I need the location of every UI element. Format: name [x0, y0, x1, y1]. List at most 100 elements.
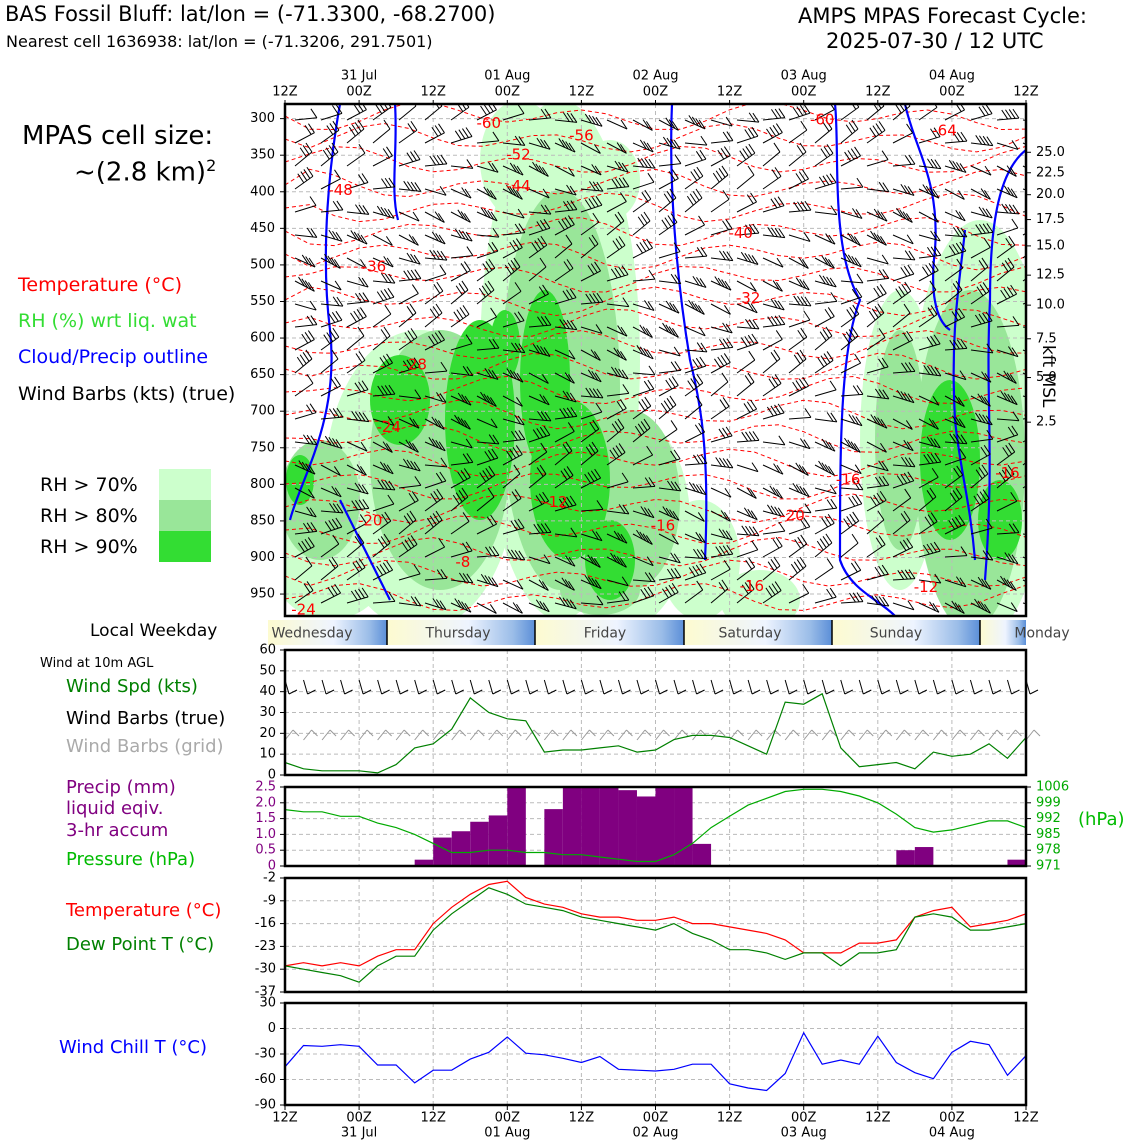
wind-barb-shaft: [346, 257, 367, 269]
wind-barb-shaft: [762, 205, 785, 213]
wind-barb-flag: [959, 241, 967, 252]
wind-barb-flag: [539, 426, 547, 437]
wind-barb-flag: [461, 280, 469, 291]
wind-barb-flag: [460, 469, 468, 480]
wind-barb-flag: [429, 515, 437, 526]
cell-size-value: ~(2.8 km)2: [74, 156, 216, 188]
wind-barb-flag: [514, 135, 522, 146]
wind-barb-flag: [457, 416, 465, 427]
wind-barb-shaft: [372, 503, 395, 512]
wind-barb-flag: [671, 169, 679, 179]
wind-barb-flag: [541, 374, 549, 384]
wind-barb-flag: [826, 144, 834, 154]
precip-bar: [470, 821, 489, 866]
wind-chill-tick-label: -90: [255, 1098, 276, 1113]
wind-barb-shaft: [554, 430, 575, 443]
wind-barb-flag: [517, 208, 525, 219]
wind-barb-shaft: [580, 579, 602, 590]
wind-speed-label: Wind Spd (kts): [66, 676, 198, 697]
wind-barb-flag: [1009, 374, 1017, 384]
wind-barb-flag: [619, 192, 627, 202]
wind-barb-flag: [462, 453, 470, 464]
wind-barb-flag: [700, 549, 708, 559]
wind-barb-flag: [979, 491, 987, 501]
wind-barb-shaft: [970, 453, 991, 466]
wind-barb-shaft: [866, 337, 886, 351]
wind-barb-flag: [590, 556, 598, 566]
wind-barb-10m-grid: [469, 729, 479, 741]
station-title: BAS Fossil Bluff: lat/lon = (-71.3300, -…: [5, 2, 496, 26]
wind-barb-flag: [770, 198, 778, 209]
wind-barb-flag: [335, 517, 343, 528]
wind-barb-flag: [907, 264, 915, 275]
wind-barb-flag: [1010, 188, 1018, 199]
wind-barb-shaft: [476, 140, 499, 144]
wind-barb-shaft: [528, 266, 547, 282]
wind-barb-flag: [929, 280, 937, 291]
wind-barb-flag: [855, 287, 863, 298]
wind-barb-flag: [803, 439, 811, 449]
wind-barb-flag: [770, 227, 778, 238]
pressure-line: [284, 788, 1027, 863]
wind-barb-shaft: [294, 324, 317, 328]
wind-barb-shaft: [918, 254, 941, 259]
wind-barb-shaft: [996, 227, 1019, 236]
wind-barb-flag: [904, 185, 911, 195]
wind-barb-shaft: [632, 454, 653, 466]
wind-barb-flag: [381, 513, 389, 524]
wind-barb-shaft: [320, 441, 343, 449]
wind-barb-flag: [383, 326, 391, 337]
wind-barb-flag: [951, 311, 959, 321]
wind-barb-shaft: [710, 303, 731, 315]
wind-barb-shaft: [892, 188, 915, 196]
wind-barb-flag: [985, 208, 993, 219]
wind-barb-flag: [776, 257, 784, 268]
wind-barb-shaft: [372, 155, 393, 167]
wind-barb-flag: [875, 537, 883, 547]
wind-barb-flag: [830, 205, 838, 215]
wind-barb-flag: [673, 242, 681, 252]
wind-barb-flag: [662, 136, 670, 147]
wind-barb-flag: [610, 366, 618, 377]
wind-barb-flag: [305, 463, 313, 473]
wind-barb-flag: [564, 217, 572, 227]
wind-barb-flag: [459, 307, 467, 317]
wind-barb-shaft: [346, 211, 369, 215]
time-tick-label-top: 12Z: [717, 85, 743, 100]
wind-barb-flag: [699, 485, 707, 495]
wind-barb-10m-grid-flag: [978, 729, 985, 737]
wind-barb-flag: [535, 599, 543, 609]
wind-barb-flag: [610, 268, 618, 279]
wind-barb-flag: [362, 412, 370, 422]
wind-barb-flag: [404, 332, 412, 342]
wind-barb-flag: [335, 104, 343, 114]
wind-barb-flag: [406, 513, 414, 523]
wind-barb-flag: [490, 514, 498, 525]
wind-barb-shaft: [918, 289, 937, 305]
wind-barb-flag: [491, 370, 499, 380]
wind-barb-10m-true: [803, 679, 809, 695]
wind-barb-flag: [778, 315, 786, 325]
wind-speed-frame: [283, 648, 1028, 777]
wind-barb-flag: [771, 109, 778, 119]
wind-barb-flag: [804, 408, 812, 418]
wind-barb-shaft: [450, 372, 473, 377]
wind-barb-flag: [414, 476, 422, 486]
wind-barb-flag: [518, 223, 526, 233]
wind-barb-10m-true: [506, 679, 512, 695]
wind-barb-flag: [492, 104, 497, 111]
wind-barb-flag: [588, 198, 596, 208]
wind-barb-flag: [485, 546, 492, 557]
wind-barb-flag: [975, 224, 983, 234]
wind-barb-flag: [406, 306, 414, 316]
wind-barb-10m-grid-flag: [885, 729, 893, 737]
wind-barb-flag: [720, 148, 728, 158]
rh70-region: [720, 570, 800, 616]
wind-barb-shaft: [528, 434, 551, 443]
wind-barb-flag: [562, 290, 570, 301]
wind-barb-flag: [830, 498, 838, 509]
wind-barb-10m-true: [617, 679, 623, 695]
wind-barb-flag: [1034, 349, 1040, 358]
time-tick-label-top: 00Z: [346, 85, 372, 100]
wind-barb-flag: [434, 418, 442, 428]
